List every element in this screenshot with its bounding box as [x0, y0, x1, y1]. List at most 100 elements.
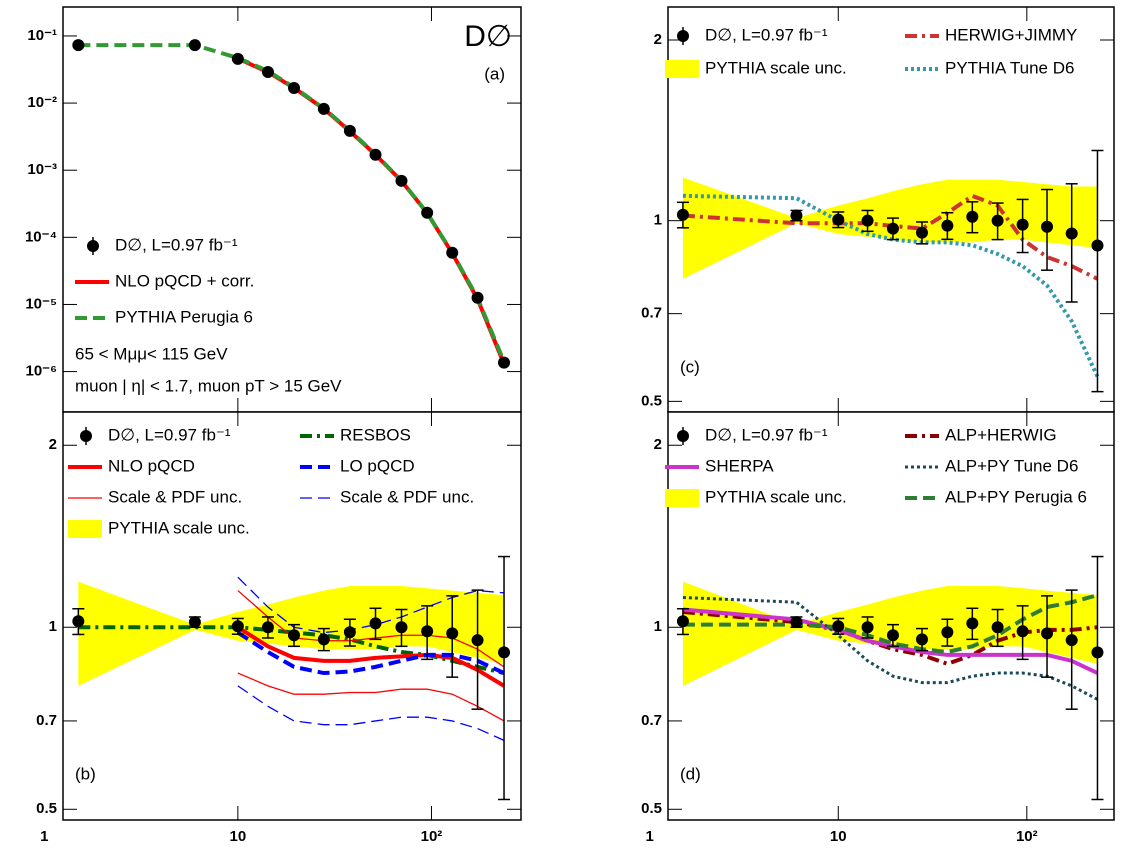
legend-label: Scale & PDF unc. — [108, 487, 242, 506]
data-point — [1041, 220, 1054, 233]
data-point — [369, 617, 382, 630]
legend-label: D∅, L=0.97 fb⁻¹ — [115, 235, 238, 254]
data-point — [72, 615, 85, 628]
y-tick-label: 0.5 — [36, 800, 57, 817]
y-tick-label: 10⁻⁶ — [25, 363, 57, 380]
legend-symbol — [677, 30, 689, 42]
y-tick-label: 2 — [654, 436, 662, 453]
data-point — [288, 81, 301, 94]
legend-label: PYTHIA Perugia 6 — [115, 307, 253, 326]
data-point — [941, 219, 954, 232]
data-point — [676, 208, 689, 221]
y-tick-label: 1 — [654, 618, 662, 635]
uncertainty-line — [237, 685, 505, 741]
data-point — [231, 52, 244, 65]
data-point — [288, 629, 301, 642]
plot-frame — [63, 7, 521, 412]
data-point — [966, 617, 979, 630]
data-point — [676, 615, 689, 628]
legend-label: PYTHIA scale unc. — [108, 518, 250, 537]
panel-label: (d) — [680, 764, 701, 783]
y-tick-label: 10⁻⁵ — [25, 295, 57, 312]
legend-symbol — [80, 430, 92, 442]
data-point — [395, 174, 408, 187]
legend-label: ALP+PY Perugia 6 — [945, 487, 1087, 506]
series-line — [682, 193, 1100, 378]
data-point — [832, 620, 845, 633]
data-point — [1016, 218, 1029, 231]
data-point — [317, 633, 330, 646]
experiment-label: D∅ — [464, 20, 512, 53]
data-point — [421, 206, 434, 219]
x-tick-label: 1 — [646, 828, 654, 845]
data-point — [991, 621, 1004, 634]
y-tick-label: 10⁻² — [27, 94, 57, 111]
y-tick-label: 10⁻³ — [27, 161, 57, 178]
data-point — [343, 124, 356, 137]
y-tick-label: 10⁻¹ — [27, 27, 57, 44]
y-tick-label: 1 — [49, 618, 57, 635]
data-point — [395, 621, 408, 634]
data-point — [72, 39, 85, 52]
panel-label: (c) — [680, 357, 700, 376]
y-tick-label: 0.7 — [641, 305, 662, 322]
legend-symbol — [665, 60, 699, 78]
data-point — [1065, 634, 1078, 647]
data-point — [317, 102, 330, 115]
y-tick-label: 1 — [654, 212, 662, 229]
data-point — [991, 214, 1004, 227]
series-line — [236, 630, 505, 676]
series-line — [236, 625, 506, 688]
y-tick-label: 10⁻⁴ — [25, 228, 57, 245]
data-point — [886, 629, 899, 642]
y-tick-label: 0.5 — [641, 392, 662, 409]
data-point — [471, 634, 484, 647]
data-point — [861, 621, 874, 634]
data-point — [1041, 627, 1054, 640]
legend-label: D∅, L=0.97 fb⁻¹ — [705, 425, 828, 444]
y-tick-label: 2 — [654, 31, 662, 48]
legend-label: HERWIG+JIMMY — [945, 25, 1077, 44]
plot-border — [62, 411, 522, 821]
y-tick-label: 0.5 — [641, 800, 662, 817]
data-point — [446, 627, 459, 640]
data-point — [941, 626, 954, 639]
y-tick-label: 2 — [49, 436, 57, 453]
data-point — [1091, 646, 1104, 659]
plot-border — [667, 411, 1115, 821]
data-point — [966, 210, 979, 223]
legend-label: ALP+PY Tune D6 — [945, 456, 1078, 475]
data-point — [261, 621, 274, 634]
legend-symbol — [87, 240, 99, 252]
legend-label: NLO pQCD — [108, 456, 195, 475]
panel-label: (b) — [75, 764, 96, 783]
uncertainty-line — [237, 672, 505, 722]
data-point — [471, 291, 484, 304]
legend-label: PYTHIA Tune D6 — [945, 58, 1074, 77]
legend-label: LO pQCD — [340, 456, 415, 475]
legend-symbol — [665, 489, 699, 507]
data-point — [421, 625, 434, 638]
data-point — [790, 209, 803, 222]
legend-symbol — [68, 520, 102, 538]
x-tick-label: 10 — [830, 828, 847, 845]
y-tick-label: 0.7 — [641, 712, 662, 729]
x-tick-label: 10² — [1016, 828, 1038, 845]
x-tick-label: 10² — [421, 828, 443, 845]
data-point — [1065, 227, 1078, 240]
data-point — [343, 626, 356, 639]
legend-label: SHERPA — [705, 456, 774, 475]
data-point — [1016, 625, 1029, 638]
legend-symbol — [677, 430, 689, 442]
legend-label: D∅, L=0.97 fb⁻¹ — [108, 425, 231, 444]
data-point — [915, 226, 928, 239]
panel-label: (a) — [484, 64, 505, 83]
data-point — [261, 66, 274, 79]
legend-label: RESBOS — [340, 425, 411, 444]
data-point — [369, 148, 382, 161]
data-point — [915, 633, 928, 646]
data-point — [231, 620, 244, 633]
legend-label: NLO pQCD + corr. — [115, 271, 254, 290]
data-point — [886, 222, 899, 235]
